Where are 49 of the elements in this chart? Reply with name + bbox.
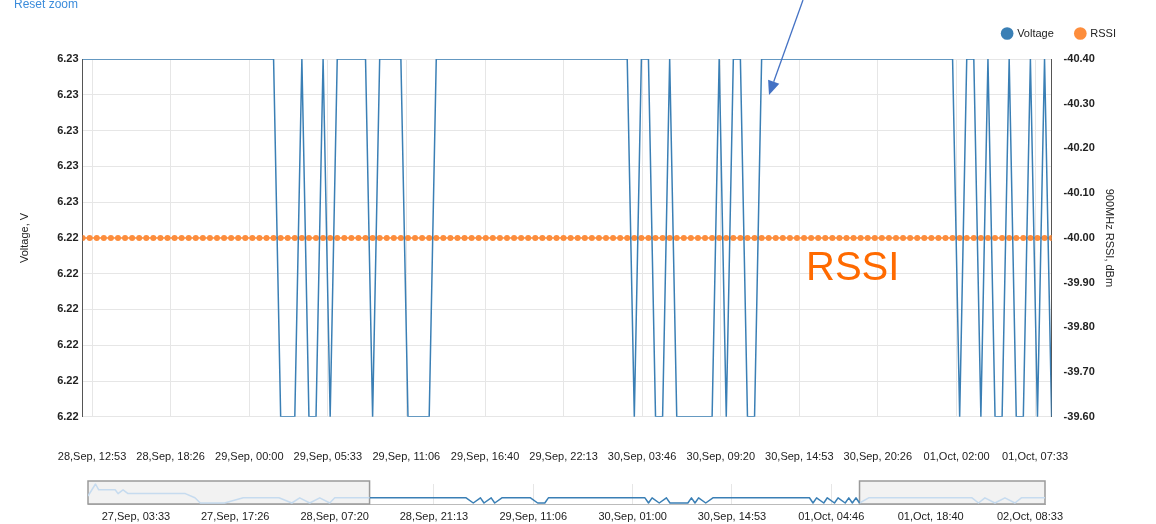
legend-label: Voltage bbox=[1017, 26, 1054, 39]
x-tick-label: 29,Sep, 00:00 bbox=[215, 450, 284, 463]
y-axis-title: Voltage, V bbox=[17, 212, 30, 263]
x-tick-label: 28,Sep, 07:20 bbox=[300, 509, 369, 522]
x-tick-label: 28,Sep, 18:26 bbox=[136, 450, 205, 463]
y2-axis-title: 900MHz RSSI, dBm bbox=[1104, 188, 1117, 288]
y-tick-label: 6.22 bbox=[57, 302, 79, 315]
y-tick-label: 6.23 bbox=[57, 159, 79, 172]
annotation: RSSI bbox=[806, 244, 900, 288]
x-tick-label: 30,Sep, 14:53 bbox=[765, 450, 834, 463]
x-tick-label: 30,Sep, 03:46 bbox=[607, 450, 677, 463]
x-tick-label: 28,Sep, 12:53 bbox=[57, 450, 127, 463]
x-tick-label: 27,Sep, 17:26 bbox=[200, 509, 270, 522]
y-tick-label: 6.22 bbox=[57, 409, 79, 422]
y2-tick-label: -40.10 bbox=[1063, 186, 1095, 199]
x-tick-label: 01,Oct, 07:33 bbox=[1002, 450, 1069, 463]
x-tick-label: 29,Sep, 11:06 bbox=[499, 509, 568, 522]
x-tick-label: 29,Sep, 22:13 bbox=[529, 450, 598, 463]
y2-tick-label: -39.90 bbox=[1063, 275, 1095, 288]
y-tick-label: 6.22 bbox=[57, 266, 79, 279]
x-tick-label: 29,Sep, 11:06 bbox=[372, 450, 441, 463]
y-tick-label: 6.22 bbox=[57, 230, 79, 243]
legend-label: RSSI bbox=[1090, 26, 1117, 39]
y2-tick-label: -39.80 bbox=[1063, 320, 1095, 333]
x-tick-label: 29,Sep, 05:33 bbox=[293, 450, 363, 463]
y2-tick-label: -40.40 bbox=[1063, 52, 1095, 65]
x-tick-label: 30,Sep, 09:20 bbox=[686, 450, 756, 463]
x-tick-label: 01,Oct, 02:00 bbox=[923, 450, 990, 463]
x-tick-label: 30,Sep, 20:26 bbox=[843, 450, 913, 463]
y2-tick-label: -40.00 bbox=[1063, 230, 1095, 243]
x-tick-label: 01,Oct, 04:46 bbox=[798, 509, 865, 522]
y-tick-label: 6.22 bbox=[57, 338, 79, 351]
y-tick-label: 6.23 bbox=[57, 123, 79, 136]
y2-tick-label: -39.60 bbox=[1063, 409, 1095, 422]
y-tick-label: 6.23 bbox=[57, 195, 79, 208]
x-tick-label: 02,Oct, 08:33 bbox=[996, 509, 1063, 522]
text: Reset zoom bbox=[14, 0, 79, 12]
x-tick-label: 30,Sep, 01:00 bbox=[598, 509, 667, 522]
y2-tick-label: -40.20 bbox=[1063, 141, 1095, 154]
x-tick-label: 28,Sep, 21:13 bbox=[399, 509, 469, 522]
y-tick-label: 6.22 bbox=[57, 374, 79, 387]
y2-tick-label: -40.30 bbox=[1063, 96, 1095, 109]
x-tick-label: 27,Sep, 03:33 bbox=[101, 509, 171, 522]
y-tick-label: 6.23 bbox=[57, 52, 79, 65]
x-tick-label: 30,Sep, 14:53 bbox=[697, 509, 767, 522]
x-tick-label: 29,Sep, 16:40 bbox=[450, 450, 520, 463]
y-tick-label: 6.23 bbox=[57, 87, 79, 100]
y2-tick-label: -39.70 bbox=[1063, 365, 1095, 378]
x-tick-label: 01,Oct, 18:40 bbox=[897, 509, 964, 522]
